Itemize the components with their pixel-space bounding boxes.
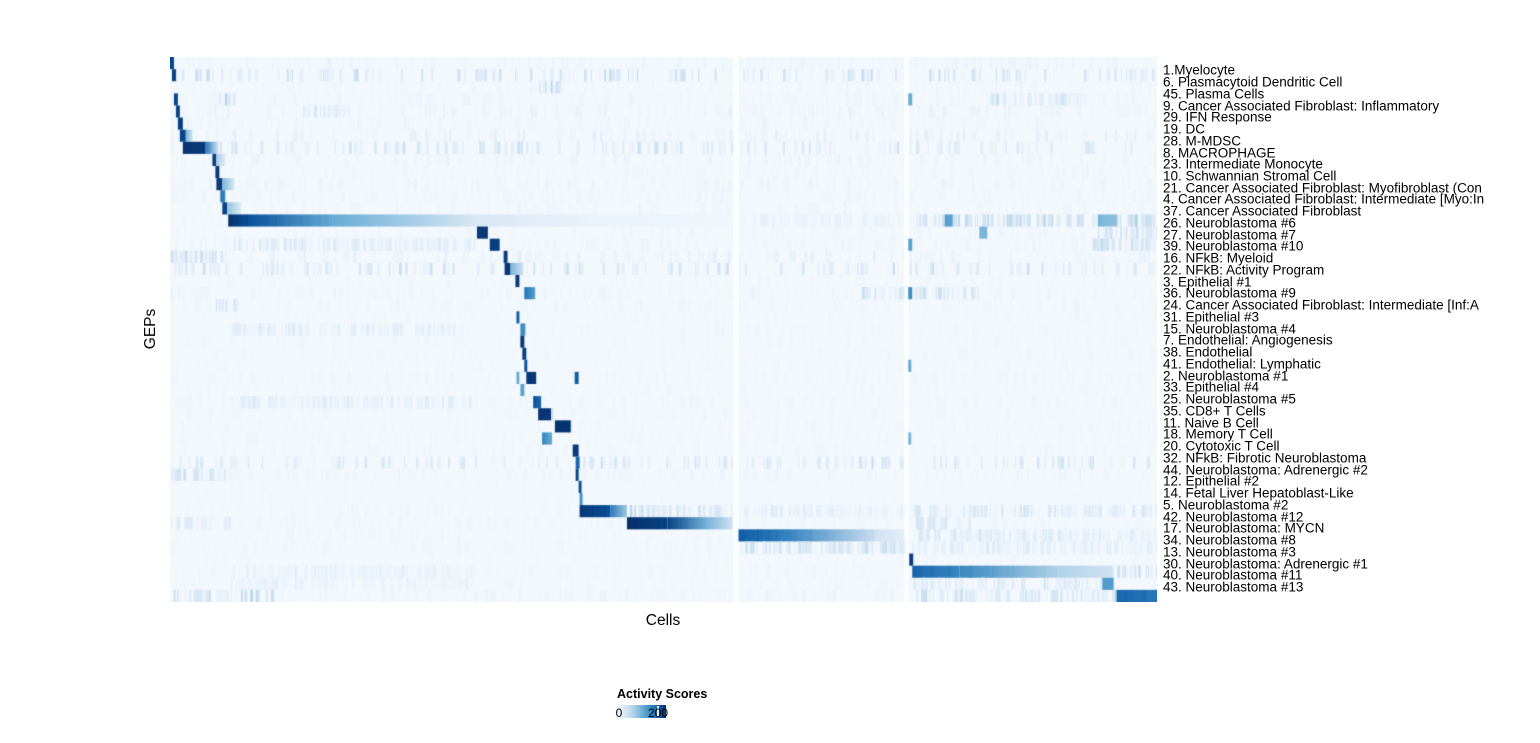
row-label: 36. Neuroblastoma #9 — [1163, 285, 1296, 301]
row-label: 15. Neuroblastoma #4 — [1163, 321, 1296, 337]
row-label: 34. Neuroblastoma #8 — [1163, 532, 1296, 548]
row-label: 3. Epithelial #1 — [1163, 274, 1252, 290]
row-label: 37. Cancer Associated Fibroblast — [1163, 203, 1362, 219]
row-label: 6. Plasmacytoid Dendritic Cell — [1163, 74, 1343, 90]
row-label: 32. NFkB: Fibrotic Neuroblastoma — [1163, 450, 1367, 466]
legend-max-label: 200 — [647, 706, 669, 720]
row-label: 19. DC — [1163, 121, 1206, 137]
row-label: 26. Neuroblastoma #6 — [1163, 215, 1296, 231]
row-label: 9. Cancer Associated Fibroblast: Inflamm… — [1163, 98, 1440, 114]
row-label: 41. Endothelial: Lymphatic — [1163, 356, 1321, 372]
row-label: 17. Neuroblastoma: MYCN — [1163, 520, 1325, 536]
row-label: 8. MACROPHAGE — [1163, 145, 1276, 160]
row-label: 25. Neuroblastoma #5 — [1163, 391, 1296, 407]
legend-min-label: 0 — [615, 706, 623, 720]
legend-title: Activity Scores — [617, 687, 708, 701]
row-label: 5. Neuroblastoma #2 — [1163, 497, 1289, 513]
row-label: 44. Neuroblastoma: Adrenergic #2 — [1163, 462, 1368, 478]
row-label: 7. Endothelial: Angiogenesis — [1163, 332, 1333, 348]
row-label: 43. Neuroblastoma #13 — [1163, 579, 1304, 595]
legend: Activity Scores 0 200 — [615, 687, 747, 720]
row-label: 12. Epithelial #2 — [1163, 473, 1260, 489]
row-label: 38. Endothelial — [1163, 344, 1253, 360]
legend-tick-200-mark — [657, 706, 659, 717]
row-label: 22. NFkB: Activity Program — [1163, 262, 1325, 278]
row-label: 45. Plasma Cells — [1163, 86, 1265, 102]
row-label: 39. Neuroblastoma #10 — [1163, 238, 1304, 254]
row-label: 31. Epithelial #3 — [1163, 309, 1260, 325]
row-label: 40. Neuroblastoma #11 — [1163, 567, 1303, 583]
row-label: 1.Myelocyte — [1163, 62, 1236, 78]
row-label: 16. NFkB: Myeloid — [1163, 250, 1274, 266]
row-label: 21. Cancer Associated Fibroblast: Myofib… — [1163, 180, 1482, 196]
row-label: 4. Cancer Associated Fibroblast: Interme… — [1163, 191, 1485, 207]
row-label: 2. Neuroblastoma #1 — [1163, 368, 1289, 384]
row-labels-column: 1.Myelocyte 6. Plasmacytoid Dendritic Cel… — [1163, 0, 1540, 743]
row-label: 18. Memory T Cell — [1163, 426, 1273, 442]
y-axis-title: GEPs — [142, 308, 159, 350]
row-label: 35. CD8+ T Cells — [1163, 403, 1266, 419]
row-label: 10. Schwannian Stromal Cell — [1163, 168, 1337, 184]
row-label: 24. Cancer Associated Fibroblast: Interm… — [1163, 297, 1479, 313]
row-label: 11. Naive B Cell — [1163, 415, 1259, 431]
row-label: 14. Fetal Liver Hepatoblast-Like — [1163, 485, 1354, 501]
heatmap-canvas — [170, 57, 1157, 602]
row-label: 28. M-MDSC — [1163, 133, 1242, 149]
row-label: 30. Neuroblastoma: Adrenergic #1 — [1163, 556, 1368, 572]
x-axis-title: Cells — [645, 612, 681, 629]
row-label: 13. Neuroblastoma #3 — [1163, 544, 1296, 560]
row-label: 27. Neuroblastoma #7 — [1163, 227, 1296, 243]
row-label: 23. Intermediate Monocyte — [1163, 156, 1323, 172]
row-label: 33. Epithelial #4 — [1163, 379, 1260, 395]
row-label: 29. IFN Response — [1163, 109, 1272, 125]
legend-colorbar — [617, 705, 666, 718]
row-label: 42. Neuroblastoma #12 — [1163, 509, 1304, 525]
row-label: 20. Cytotoxic T Cell — [1163, 438, 1280, 454]
